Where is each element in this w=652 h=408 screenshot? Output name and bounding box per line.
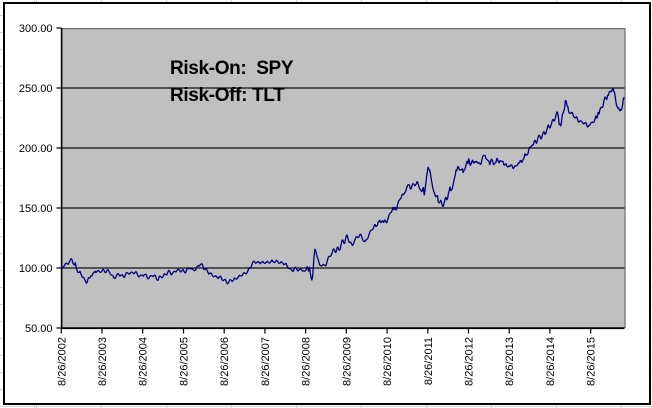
svg-text:8/26/2015: 8/26/2015 xyxy=(586,337,598,386)
svg-text:8/26/2008: 8/26/2008 xyxy=(301,337,313,386)
svg-text:150.00: 150.00 xyxy=(19,203,53,215)
svg-text:50.00: 50.00 xyxy=(25,323,53,335)
svg-text:250.00: 250.00 xyxy=(19,83,53,95)
svg-text:200.00: 200.00 xyxy=(19,143,53,155)
svg-text:8/26/2012: 8/26/2012 xyxy=(464,337,476,386)
svg-text:8/26/2013: 8/26/2013 xyxy=(504,337,516,386)
svg-text:8/26/2006: 8/26/2006 xyxy=(219,337,231,386)
svg-text:8/26/2004: 8/26/2004 xyxy=(138,337,150,386)
svg-text:8/26/2007: 8/26/2007 xyxy=(260,337,272,386)
svg-text:300.00: 300.00 xyxy=(19,23,53,35)
svg-text:8/26/2014: 8/26/2014 xyxy=(545,337,557,386)
svg-text:8/26/2005: 8/26/2005 xyxy=(179,337,191,386)
svg-text:8/26/2003: 8/26/2003 xyxy=(97,337,109,386)
svg-text:100.00: 100.00 xyxy=(19,263,53,275)
svg-text:8/26/2010: 8/26/2010 xyxy=(382,337,394,386)
svg-text:8/26/2009: 8/26/2009 xyxy=(341,337,353,386)
svg-text:8/26/2011: 8/26/2011 xyxy=(423,337,435,385)
svg-text:8/26/2002: 8/26/2002 xyxy=(56,337,68,386)
